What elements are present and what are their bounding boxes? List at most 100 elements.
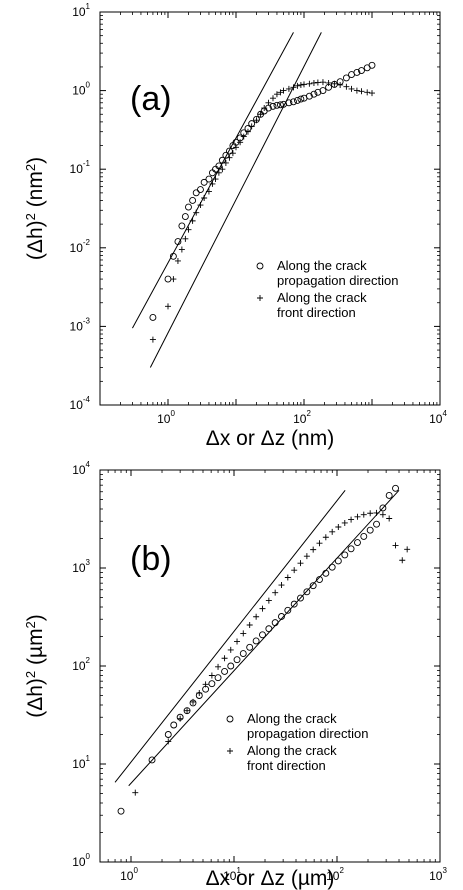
data-point-circle <box>368 61 376 69</box>
data-point-circle <box>316 576 323 583</box>
data-point-circle <box>225 147 233 155</box>
data-point-circle <box>252 637 260 645</box>
data-point-circle <box>309 582 317 590</box>
data-point-plus <box>278 582 285 589</box>
y-axis-label: (Δh)2 (µm2) <box>23 614 47 718</box>
data-point-plus <box>284 574 291 581</box>
data-point-circle <box>218 156 226 164</box>
y-tick-label: 102 <box>72 656 90 673</box>
data-point-circle <box>353 69 361 76</box>
data-point-plus <box>240 133 247 140</box>
data-point-plus <box>291 567 298 574</box>
data-point-plus <box>197 202 204 209</box>
y-tick-label: 10-4 <box>70 395 91 412</box>
data-point-plus <box>303 553 310 560</box>
data-point-plus <box>193 209 200 216</box>
y-axis-label-part: (Δh) <box>24 678 47 718</box>
y-tick-label-base: 10 <box>70 319 84 333</box>
data-point-plus <box>392 542 399 549</box>
data-point-plus <box>221 655 228 662</box>
data-point-plus <box>208 672 215 679</box>
data-point-plus <box>196 690 203 697</box>
data-point-circle <box>164 731 172 738</box>
y-tick-label: 10-2 <box>70 238 91 255</box>
legend-label: Along the crack <box>277 290 367 305</box>
y-axis-label-sup: 2 <box>23 671 38 678</box>
data-point-circle <box>358 67 365 74</box>
panel-label: (b) <box>130 540 172 578</box>
data-point-plus <box>269 95 276 102</box>
data-point-plus <box>201 195 208 202</box>
data-point-circle <box>196 186 204 194</box>
data-point-circle <box>284 606 292 614</box>
y-tick-label-base: 10 <box>72 757 86 771</box>
legend-label: front direction <box>277 305 356 320</box>
data-point-plus <box>348 85 355 92</box>
data-point-plus <box>322 534 329 541</box>
data-point-plus <box>212 176 219 183</box>
data-point-circle <box>342 74 350 82</box>
y-axis-label-part: (µm <box>24 628 47 670</box>
legend-label: Along the crack <box>277 258 367 273</box>
data-point-plus <box>348 516 355 523</box>
data-point-plus <box>222 159 229 166</box>
data-point-plus <box>190 698 197 705</box>
legend-label: front direction <box>247 758 326 773</box>
data-point-plus <box>233 144 239 151</box>
data-point-circle <box>200 178 208 186</box>
y-tick-label-exp: 4 <box>86 460 91 469</box>
data-point-circle <box>366 526 374 534</box>
data-point-plus <box>353 87 360 94</box>
plot-frame <box>99 11 441 406</box>
data-point-plus <box>379 511 386 518</box>
data-point-plus <box>272 589 279 596</box>
data-point-circle <box>276 101 284 109</box>
data-point-plus <box>329 528 336 535</box>
data-point-plus <box>219 166 226 173</box>
x-tick-label: 102 <box>293 409 311 426</box>
data-point-plus <box>367 510 374 517</box>
y-tick-label: 100 <box>72 81 90 98</box>
data-point-plus <box>184 707 191 714</box>
y-tick-label-exp: -1 <box>83 159 91 168</box>
data-point-plus <box>360 511 367 518</box>
data-point-plus <box>354 513 361 520</box>
data-point-plus <box>215 663 222 670</box>
x-tick-label: 102 <box>326 866 344 883</box>
series-front <box>132 509 411 796</box>
data-point-circle <box>328 563 336 571</box>
data-point-plus <box>369 90 375 97</box>
data-point-plus <box>404 546 411 553</box>
data-point-circle <box>149 313 157 321</box>
x-tick-label-base: 10 <box>120 869 134 883</box>
y-axis-label-sup: 2 <box>23 213 38 220</box>
x-tick-label-exp: 4 <box>442 409 447 418</box>
data-point-plus <box>215 169 222 176</box>
y-tick-label: 10-1 <box>70 159 91 176</box>
data-point-circle <box>170 721 178 729</box>
data-point-plus <box>273 91 280 98</box>
data-point-plus <box>174 257 181 264</box>
data-point-plus <box>310 546 317 553</box>
data-point-plus <box>358 88 365 95</box>
data-point-plus <box>335 524 342 531</box>
data-point-circle <box>273 101 281 109</box>
x-tick-label-exp: 2 <box>306 409 311 418</box>
data-point-plus <box>165 303 171 310</box>
x-tick-label-base: 10 <box>429 412 443 426</box>
fit-line-2 <box>149 32 322 368</box>
data-point-plus <box>226 154 233 161</box>
data-point-plus <box>178 246 185 253</box>
data-point-plus <box>170 276 177 283</box>
y-tick-label-exp: 2 <box>86 656 91 665</box>
data-point-plus <box>257 111 264 118</box>
data-point-plus <box>132 789 139 796</box>
y-tick-label-base: 10 <box>72 561 86 575</box>
data-point-plus <box>234 638 241 645</box>
data-point-plus <box>244 128 251 135</box>
legend-marker-plus <box>257 295 263 301</box>
data-point-plus <box>229 150 236 157</box>
y-tick-label-base: 10 <box>70 162 84 176</box>
data-point-circle <box>192 189 200 197</box>
fit-line-1 <box>114 490 346 783</box>
